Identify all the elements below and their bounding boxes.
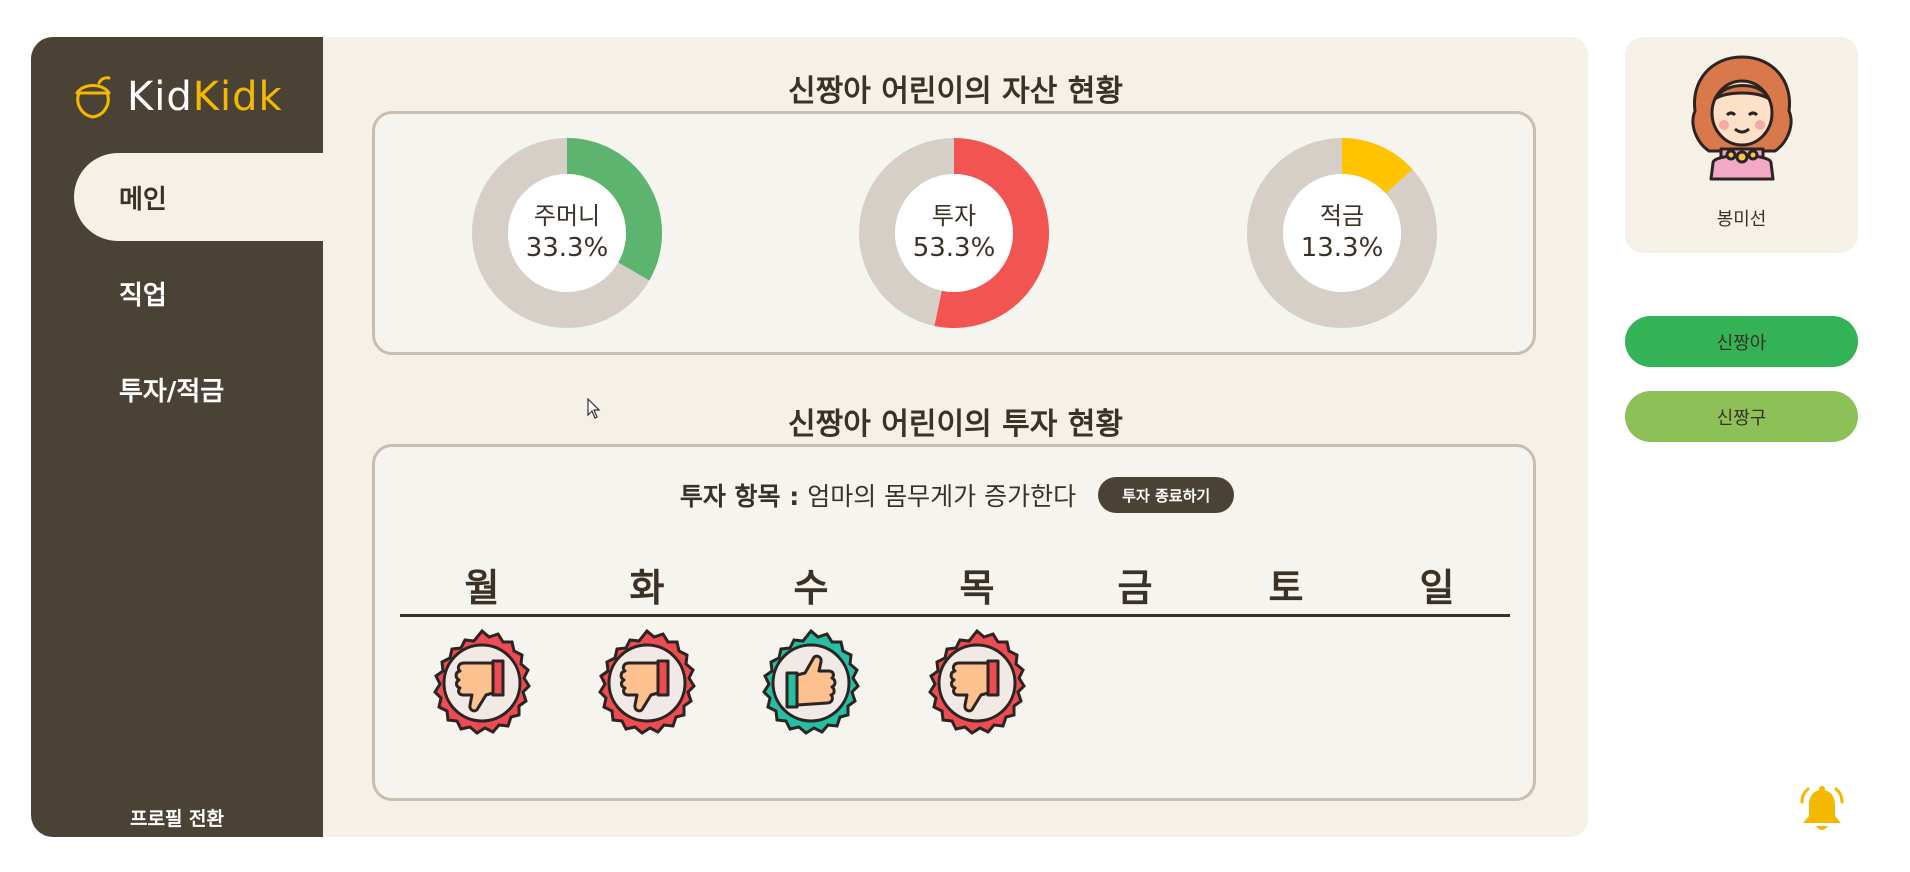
donut-hole (1283, 174, 1401, 292)
day-wed: 수 (793, 566, 829, 610)
investment-item-line: 투자 항목 : 엄마의 몸무게가 증가한다 투자 종료하기 (375, 477, 1539, 513)
sidebar-item-label: 직업 (119, 280, 167, 311)
day-tue: 화 (629, 566, 665, 610)
donut-percent: 53.3% (912, 233, 996, 263)
day-mon: 월 (464, 566, 500, 610)
assets-title: 신짱아 어린이의 자산 현황 (788, 74, 1123, 109)
sidebar-item-job[interactable]: 직업 (74, 249, 323, 337)
bell-icon[interactable] (1796, 784, 1848, 836)
donut-name: 적금 (1319, 202, 1365, 230)
end-investment-button[interactable]: 투자 종료하기 (1098, 477, 1235, 513)
donut-pocket: 주머니 33.3% (472, 138, 662, 328)
donut-hole (508, 174, 626, 292)
donut-savings: 적금 13.3% (1247, 138, 1437, 328)
day-sat: 토 (1268, 566, 1304, 610)
donut-chart-savings (1247, 138, 1437, 328)
donut-segment (934, 138, 1049, 328)
sidebar-item-label: 투자/적금 (119, 376, 225, 407)
investment-item-value: 엄마의 몸무게가 증가한다 (807, 482, 1077, 511)
acorn-logo-icon (75, 76, 111, 119)
thumbs-up-icon (762, 629, 860, 735)
profile-name: 봉미선 (1716, 209, 1767, 230)
assets-card: 주머니 33.3% 투자 53.3% 적금 13.3% (372, 111, 1536, 355)
sidebar-item-label: 메인 (119, 184, 167, 215)
investment-title: 신짱아 어린이의 투자 현황 (788, 407, 1123, 442)
logo[interactable]: KidKidk (69, 73, 283, 121)
investment-item-label: 투자 항목 : (679, 482, 800, 511)
investment-card: 투자 항목 : 엄마의 몸무게가 증가한다 투자 종료하기 월 화 수 목 금 … (372, 444, 1536, 801)
sidebar-item-main[interactable]: 메인 (74, 153, 323, 241)
thumbs-down-icon (928, 629, 1026, 735)
donut-segment (566, 138, 662, 281)
thumbs-down-icon (433, 629, 531, 735)
child-button-jjangu[interactable]: 신짱구 (1625, 391, 1858, 442)
donut-hole (895, 174, 1013, 292)
weekday-header: 월 화 수 목 금 토 일 (400, 557, 1510, 617)
main-panel: 신짱아 어린이의 자산 현황 주머니 33.3% 투자 53.3% 적금 13.… (323, 37, 1588, 837)
avatar (1691, 55, 1793, 181)
thumbs-down-icon (598, 629, 696, 735)
donut-chart-invest (859, 138, 1049, 328)
logo-text: KidKidk (127, 74, 283, 120)
donut-name: 주머니 (533, 202, 601, 230)
donut-invest: 투자 53.3% (859, 138, 1049, 328)
day-fri: 금 (1117, 566, 1153, 610)
sidebar: KidKidk 메인 직업 투자/적금 프로필 전환 (31, 37, 323, 837)
profile-switch-button[interactable]: 프로필 전환 (129, 808, 224, 830)
donut-name: 투자 (931, 202, 977, 230)
day-sun: 일 (1419, 566, 1455, 610)
day-thu: 목 (959, 566, 995, 610)
profile-card[interactable]: 봉미선 (1625, 37, 1858, 253)
child-button-jjanga[interactable]: 신짱아 (1625, 316, 1858, 367)
donut-percent: 33.3% (525, 233, 609, 263)
donut-segment (1341, 138, 1413, 194)
mouse-cursor-icon (587, 398, 601, 419)
donut-percent: 13.3% (1300, 233, 1384, 263)
donut-chart-pocket (472, 138, 662, 328)
sidebar-item-invest-savings[interactable]: 투자/적금 (74, 345, 323, 433)
